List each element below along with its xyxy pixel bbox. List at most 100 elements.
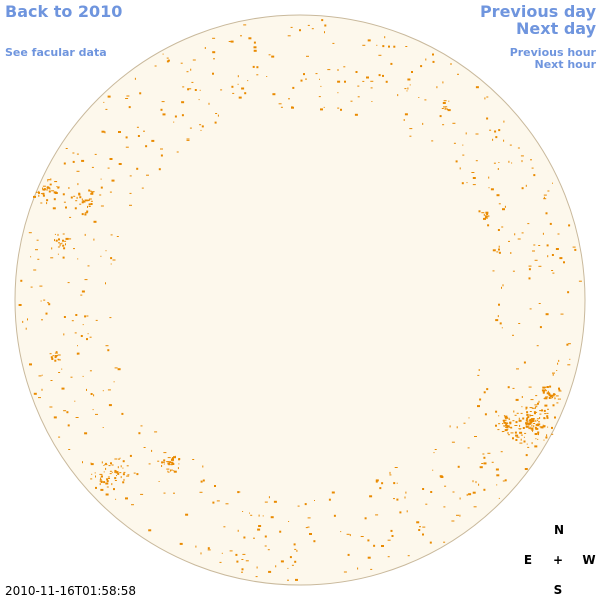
facula bbox=[46, 202, 48, 205]
facula bbox=[502, 480, 505, 482]
facula bbox=[93, 238, 95, 241]
facula bbox=[71, 320, 74, 322]
facula bbox=[477, 405, 480, 408]
facula bbox=[518, 428, 522, 430]
compass-north: N bbox=[554, 523, 564, 537]
facula bbox=[114, 480, 117, 481]
previous-day-link[interactable]: Previous day bbox=[480, 2, 597, 21]
facula bbox=[48, 303, 51, 306]
next-day-link[interactable]: Next day bbox=[516, 19, 597, 38]
solar-disk bbox=[14, 14, 586, 586]
facula bbox=[108, 465, 111, 467]
facula bbox=[43, 189, 46, 191]
facula bbox=[88, 198, 92, 200]
facula bbox=[520, 412, 523, 414]
facula bbox=[525, 419, 528, 422]
facula bbox=[315, 73, 318, 75]
facula bbox=[526, 413, 529, 416]
facula bbox=[258, 525, 262, 527]
facula bbox=[38, 194, 40, 197]
facula bbox=[72, 160, 75, 163]
facula bbox=[252, 65, 255, 68]
facula bbox=[477, 374, 480, 376]
facula bbox=[393, 482, 396, 485]
facula bbox=[57, 233, 59, 236]
facula bbox=[148, 529, 152, 532]
facula bbox=[527, 414, 530, 416]
facula bbox=[466, 182, 468, 184]
facula bbox=[545, 313, 549, 316]
facula bbox=[536, 418, 539, 420]
facula bbox=[77, 345, 78, 347]
facula bbox=[80, 335, 83, 337]
facula bbox=[403, 119, 405, 121]
facula bbox=[113, 488, 115, 491]
back-link[interactable]: Back to 2010 bbox=[5, 2, 122, 21]
facula bbox=[381, 482, 384, 485]
facula bbox=[488, 187, 490, 189]
facula bbox=[527, 416, 530, 419]
facula bbox=[521, 396, 523, 398]
facula bbox=[134, 77, 136, 80]
facula bbox=[355, 71, 358, 73]
facula bbox=[531, 407, 535, 409]
facula bbox=[39, 285, 43, 287]
facula bbox=[154, 65, 157, 67]
facula bbox=[309, 533, 312, 535]
facula bbox=[287, 579, 289, 581]
facula bbox=[455, 160, 458, 163]
facula bbox=[161, 101, 165, 103]
facula bbox=[478, 210, 481, 213]
facula bbox=[109, 470, 112, 472]
facula bbox=[532, 430, 533, 432]
facula bbox=[574, 248, 577, 251]
facula bbox=[337, 69, 339, 71]
facula bbox=[166, 461, 170, 463]
facula bbox=[518, 419, 522, 422]
facula bbox=[46, 199, 49, 202]
facula bbox=[53, 191, 57, 194]
facula bbox=[127, 474, 130, 476]
facula bbox=[530, 427, 534, 430]
facula bbox=[503, 421, 507, 424]
facula bbox=[340, 531, 342, 533]
facula bbox=[99, 483, 101, 486]
facula bbox=[81, 201, 84, 204]
facula bbox=[74, 332, 77, 334]
facula bbox=[531, 442, 533, 445]
facula bbox=[108, 478, 110, 479]
facula bbox=[475, 133, 479, 135]
facula bbox=[518, 323, 521, 324]
facula bbox=[468, 417, 470, 419]
facula bbox=[125, 98, 129, 99]
facula bbox=[105, 467, 107, 470]
facula bbox=[81, 213, 84, 216]
facula bbox=[237, 529, 239, 532]
facula bbox=[199, 89, 201, 91]
facula bbox=[512, 334, 514, 336]
facular-link[interactable]: See facular data bbox=[5, 46, 107, 59]
facula bbox=[122, 460, 125, 463]
facula bbox=[545, 389, 547, 391]
facula bbox=[264, 501, 268, 503]
facula bbox=[537, 431, 540, 434]
facula bbox=[558, 390, 562, 392]
facula bbox=[509, 423, 512, 425]
facula bbox=[170, 462, 174, 464]
facula bbox=[63, 201, 66, 203]
facula bbox=[158, 168, 161, 171]
facula bbox=[527, 446, 530, 448]
facula bbox=[253, 46, 257, 49]
facula bbox=[62, 244, 65, 247]
facula bbox=[539, 410, 542, 412]
facula bbox=[526, 422, 529, 424]
previous-hour-link[interactable]: Previous hour bbox=[510, 46, 597, 59]
facula bbox=[541, 426, 544, 429]
facula bbox=[528, 428, 531, 430]
facula bbox=[59, 243, 62, 245]
facula bbox=[567, 364, 571, 366]
facula bbox=[264, 535, 267, 538]
next-hour-link[interactable]: Next hour bbox=[535, 58, 597, 71]
facula bbox=[327, 69, 331, 71]
facula bbox=[33, 392, 37, 395]
